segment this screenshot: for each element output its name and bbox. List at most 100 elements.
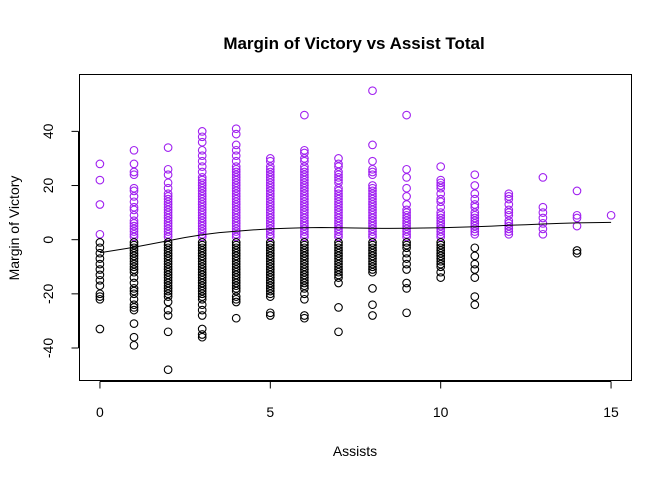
loss-point <box>300 256 309 266</box>
loss-point <box>334 251 343 261</box>
loss-point <box>197 324 207 334</box>
win-point <box>334 219 343 228</box>
loss-point <box>470 265 480 274</box>
loss-point <box>231 292 241 301</box>
loss-point <box>163 365 173 375</box>
loss-point <box>300 254 309 263</box>
win-point <box>231 145 241 155</box>
win-point <box>163 219 173 228</box>
loss-point <box>197 256 207 266</box>
loss-point <box>368 284 377 293</box>
win-point <box>197 137 207 147</box>
loss-point <box>265 251 275 261</box>
loss-point <box>300 311 309 320</box>
win-point <box>436 183 446 193</box>
loss-point <box>368 267 377 277</box>
win-point <box>402 221 411 231</box>
loss-point <box>95 289 105 299</box>
loss-point <box>129 267 139 277</box>
loss-point <box>368 300 377 310</box>
loss-point <box>95 248 105 258</box>
loss-point <box>402 243 411 253</box>
win-point <box>572 221 582 231</box>
win-point <box>231 151 241 161</box>
loss-point <box>436 267 446 277</box>
y-axis-label: Margin of Victory <box>6 176 22 281</box>
loss-point <box>95 292 105 301</box>
win-point <box>129 192 139 201</box>
loss-point <box>368 265 377 274</box>
win-point <box>402 219 411 228</box>
win-point <box>334 216 343 226</box>
win-point <box>606 210 616 220</box>
loss-point <box>300 289 309 299</box>
loss-point <box>334 278 343 288</box>
win-point <box>95 200 105 209</box>
loss-point <box>95 324 105 334</box>
loss-point <box>300 251 309 261</box>
win-point <box>368 221 377 231</box>
loss-point <box>129 273 139 282</box>
win-point <box>334 186 343 196</box>
trend-line <box>99 221 612 254</box>
win-point <box>197 186 207 196</box>
win-point <box>197 227 207 236</box>
y-tick-label: 20 <box>40 178 56 194</box>
win-point <box>265 183 275 193</box>
loss-point <box>129 262 139 272</box>
loss-point <box>95 243 105 253</box>
win-point <box>129 159 139 169</box>
win-point <box>300 148 309 158</box>
loss-point <box>368 256 377 266</box>
loss-point <box>265 286 275 296</box>
win-point <box>129 186 139 196</box>
win-point <box>95 229 105 239</box>
x-tick-label: 10 <box>433 404 449 420</box>
loss-point <box>300 313 309 323</box>
y-tick-label: -20 <box>40 284 56 304</box>
win-point <box>334 173 343 182</box>
win-point <box>470 170 480 180</box>
loss-point <box>334 327 343 337</box>
loss-point <box>197 284 207 293</box>
loss-point <box>368 251 377 261</box>
loss-point <box>129 303 139 312</box>
loss-point <box>163 305 173 315</box>
loss-point <box>402 248 411 258</box>
win-point <box>95 175 105 185</box>
win-point <box>470 224 480 234</box>
win-point <box>504 194 514 204</box>
win-point <box>300 181 309 190</box>
loss-point <box>300 278 309 288</box>
win-point <box>402 192 411 201</box>
loss-point <box>402 308 411 318</box>
win-point <box>129 167 139 177</box>
loss-point <box>470 273 480 282</box>
loss-point <box>231 284 241 293</box>
win-point <box>504 189 514 199</box>
loss-point <box>470 251 480 261</box>
loss-point <box>163 289 173 299</box>
win-point <box>300 154 309 163</box>
loss-point <box>402 265 411 274</box>
win-point <box>163 216 173 226</box>
loss-point <box>129 286 139 296</box>
win-point <box>163 178 173 188</box>
loss-point <box>197 251 207 261</box>
y-tick-label: -40 <box>40 338 56 358</box>
win-point <box>265 227 275 236</box>
win-point <box>538 173 548 182</box>
loss-point <box>368 262 377 272</box>
win-point <box>231 129 241 139</box>
win-point <box>504 229 514 239</box>
win-point <box>129 227 139 236</box>
loss-point <box>197 289 207 299</box>
win-point <box>538 208 548 217</box>
win-point <box>95 159 105 169</box>
loss-point <box>470 300 480 310</box>
loss-point <box>129 305 139 315</box>
win-point <box>197 181 207 190</box>
win-point <box>504 219 514 228</box>
win-point <box>504 221 514 231</box>
